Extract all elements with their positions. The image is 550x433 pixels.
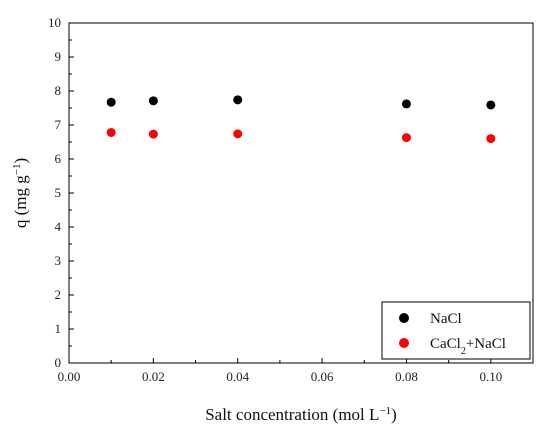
x-tick-label: 0.00 <box>58 369 81 384</box>
x-tick-label: 0.06 <box>311 369 334 384</box>
y-axis-label-tail: ) <box>11 158 30 164</box>
data-point-nacl <box>106 97 116 107</box>
ticks-layer: 0.00 0.02 0.04 0.06 0.08 0.10 0 1 2 3 4 5 6 7 8 9 10 <box>48 15 502 384</box>
y-tick-label: 2 <box>55 287 62 302</box>
y-axis-label: q (mg g−1) <box>11 158 30 228</box>
y-tick-label: 8 <box>55 83 62 98</box>
x-tick-label: 0.08 <box>395 369 418 384</box>
data-point-nacl <box>148 96 158 106</box>
legend-label-nacl: NaCl <box>430 311 462 327</box>
data-point-cacl2-nacl <box>148 129 158 139</box>
y-tick-label: 6 <box>55 151 62 166</box>
y-tick-label: 3 <box>55 253 62 268</box>
x-tick-label: 0.02 <box>142 369 165 384</box>
x-tick-label: 0.04 <box>226 369 249 384</box>
legend-marker-nacl <box>399 313 409 323</box>
y-tick-label: 4 <box>55 219 62 234</box>
legend-label-cacl2-main: CaCl <box>430 336 461 352</box>
x-tick-label: 0.10 <box>479 369 502 384</box>
y-tick-label: 7 <box>55 117 62 132</box>
y-tick-label: 0 <box>55 355 62 370</box>
legend: NaCl CaCl2+NaCl <box>381 301 531 360</box>
data-point-cacl2-nacl <box>401 133 411 143</box>
y-tick-label: 5 <box>55 185 62 200</box>
legend-label-cacl2-tail: +NaCl <box>466 336 506 352</box>
data-point-nacl <box>486 100 496 110</box>
data-point-cacl2-nacl <box>106 127 116 137</box>
y-axis-label-superscript: −1 <box>11 164 23 176</box>
x-axis-label-superscript: −1 <box>379 405 391 417</box>
y-tick-label: 9 <box>55 49 62 64</box>
data-point-cacl2-nacl <box>233 129 243 139</box>
legend-marker-cacl2-nacl <box>399 338 409 348</box>
x-axis-label-tail: ) <box>391 405 397 424</box>
legend-label-cacl2-subscript: 2 <box>461 346 466 357</box>
x-axis-label-text: Salt concentration (mol L <box>205 405 379 424</box>
legend-label-cacl2-nacl: CaCl2+NaCl <box>430 336 506 357</box>
legend-label-nacl-main: NaCl <box>430 311 462 327</box>
data-point-cacl2-nacl <box>486 134 496 144</box>
legend-box <box>381 301 531 360</box>
y-axis-label-text: q (mg g <box>11 175 30 228</box>
x-axis-label: Salt concentration (mol L−1) <box>205 405 397 424</box>
plot-frame <box>68 22 534 364</box>
y-tick-label: 10 <box>48 15 61 30</box>
y-tick-label: 1 <box>55 321 62 336</box>
data-point-nacl <box>401 99 411 109</box>
data-points <box>106 95 496 144</box>
data-point-nacl <box>233 95 243 105</box>
